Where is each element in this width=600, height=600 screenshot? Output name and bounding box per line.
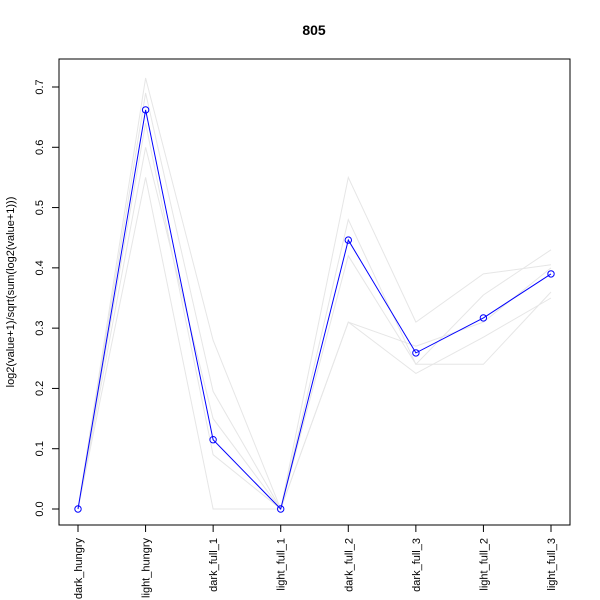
data-point-dark_hungry bbox=[74, 505, 82, 513]
y-tick-label: 0.2 bbox=[34, 381, 46, 396]
background-series-line-4 bbox=[77, 123, 552, 510]
data-point-light_full_1 bbox=[277, 505, 285, 513]
x-tick-label: light_hungry bbox=[141, 538, 153, 598]
background-series-line-2 bbox=[77, 92, 552, 511]
background-lines bbox=[77, 77, 552, 511]
x-tick-label: dark_full_2 bbox=[343, 538, 355, 592]
y-tick-label: 0.1 bbox=[34, 441, 46, 456]
y-tick-label: 0.5 bbox=[34, 200, 46, 215]
x-tick-label: light_full_2 bbox=[478, 538, 490, 591]
y-tick-label: 0.3 bbox=[34, 320, 46, 335]
data-point-light_full_2 bbox=[479, 314, 488, 322]
data-point-light_hungry bbox=[141, 106, 150, 114]
data-point-dark_full_1 bbox=[209, 436, 217, 444]
x-tick-label: dark_full_1 bbox=[208, 538, 220, 592]
x-tick-label: dark_full_3 bbox=[411, 538, 423, 592]
highlighted-series bbox=[74, 106, 555, 513]
chart-title: 805 bbox=[302, 22, 326, 38]
x-tick-label: dark_hungry bbox=[73, 538, 85, 600]
y-tick-label: 0.4 bbox=[34, 260, 46, 275]
x-axis: dark_hungry light_hungry dark_full_1 light_… bbox=[73, 524, 558, 600]
data-point-dark_full_2 bbox=[344, 236, 352, 244]
x-tick-label: light_full_3 bbox=[546, 538, 558, 591]
y-tick-label: 0.6 bbox=[34, 140, 46, 155]
background-series-line-1 bbox=[77, 77, 552, 511]
series-line bbox=[77, 109, 552, 510]
data-point-light_full_3 bbox=[547, 270, 555, 278]
data-point-dark_full_3 bbox=[412, 349, 420, 357]
plot-area-border bbox=[58, 58, 571, 526]
background-series-line-5 bbox=[77, 147, 552, 511]
y-axis: 0.0 0.1 0.2 0.3 0.4 0.5 0.6 0.7 bbox=[34, 79, 60, 517]
x-tick-label: light_full_1 bbox=[276, 538, 288, 591]
y-axis-label: log2(value+1)/sqrt(sum(log2(value+1))) bbox=[5, 197, 17, 388]
y-tick-label: 0.0 bbox=[34, 501, 46, 516]
y-tick-label: 0.7 bbox=[34, 79, 46, 94]
